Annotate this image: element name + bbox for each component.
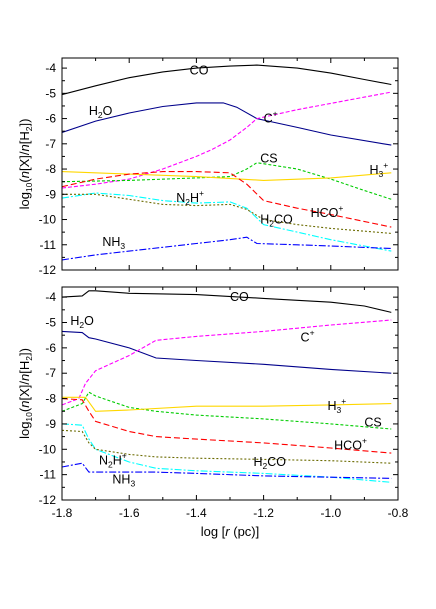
y-axis-title: log10(n[X]/n[H2]) [17, 348, 34, 439]
label-h2co: H2CO [260, 212, 293, 228]
label-hcoplus: HCO+ [334, 435, 367, 452]
y-tick-label: -10 [39, 442, 57, 456]
label-nh3: NH3 [102, 235, 125, 251]
x-tick-label: -0.8 [388, 506, 409, 520]
label-cplus: C+ [264, 108, 278, 125]
x-tick-label: -1.4 [186, 506, 207, 520]
x-tick-label: -1.8 [52, 506, 73, 520]
label-n2hplus: N2H+ [99, 451, 127, 470]
series-line-n2hplus [62, 192, 392, 252]
label-cplus: C+ [301, 328, 315, 345]
label-h3plus: H3+ [327, 396, 346, 415]
label-h2co: H2CO [254, 455, 287, 471]
y-tick-label: -9 [45, 187, 56, 201]
y-tick-label: -4 [45, 290, 56, 304]
series-line-cplus [62, 319, 392, 406]
series-line-nh3 [62, 462, 392, 479]
label-h3plus: H3+ [369, 160, 388, 179]
series-line-h3plus [62, 396, 392, 412]
series-line-hcoplus [62, 171, 392, 228]
y-tick-label: -5 [45, 316, 56, 330]
y-tick-label: -9 [45, 417, 56, 431]
series-line-h2co [62, 193, 392, 234]
top-panel: -12 -11 -10 -9 -8 -7 -6 -5 -4 log10(n[X]/n[H2]) CO… [17, 57, 399, 277]
label-nh3: NH3 [112, 473, 135, 489]
y-tick-label: -6 [45, 112, 56, 126]
y-tick-label: -11 [40, 468, 57, 482]
series-line-h3plus [62, 171, 392, 181]
series-line-nh3 [62, 236, 392, 261]
series-line-cs [62, 162, 392, 200]
x-tick-label: -1.2 [253, 506, 274, 520]
label-cs: CS [260, 152, 277, 166]
y-axis-title: log10(n[X]/n[H2]) [17, 119, 34, 210]
label-h2o: H2O [89, 104, 113, 120]
series-group [62, 64, 392, 261]
x-axis-title: log [r (pc)] [201, 524, 260, 539]
label-co: CO [190, 63, 209, 77]
y-tick-label: -11 [40, 238, 57, 252]
series-line-co [62, 290, 392, 313]
y-tick-label: -7 [45, 137, 56, 151]
label-hcoplus: HCO+ [311, 203, 344, 220]
series-line-n2hplus [62, 423, 392, 483]
x-tick-label: -1.0 [320, 506, 341, 520]
label-h2o: H2O [70, 314, 94, 330]
label-n2hplus: N2H+ [176, 188, 204, 207]
y-tick-label: -8 [45, 162, 56, 176]
series-line-hcoplus [62, 398, 392, 454]
series-group [62, 290, 392, 483]
y-tick-label: -12 [39, 493, 57, 507]
label-cs: CS [364, 415, 381, 429]
y-tick-label: -8 [45, 392, 56, 406]
series-line-h2o [62, 330, 392, 374]
y-tick-label: -7 [45, 366, 56, 380]
series-line-h2co [62, 429, 392, 464]
y-tick-label: -12 [39, 263, 57, 277]
series-line-h2o [62, 102, 392, 146]
y-tick-label: -5 [45, 86, 56, 100]
bottom-panel: -1.8 -1.6 -1.4 -1.2 -1.0 -0.8 -12 -11 -10 -9 -8 -7 -… [17, 286, 409, 539]
series-line-co [62, 64, 392, 96]
x-tick-label: -1.6 [119, 506, 140, 520]
series-line-cplus [62, 91, 392, 189]
y-tick-label: -6 [45, 341, 56, 355]
label-co: CO [230, 290, 249, 304]
y-tick-label: -4 [45, 61, 56, 75]
y-tick-label: -10 [39, 213, 57, 227]
